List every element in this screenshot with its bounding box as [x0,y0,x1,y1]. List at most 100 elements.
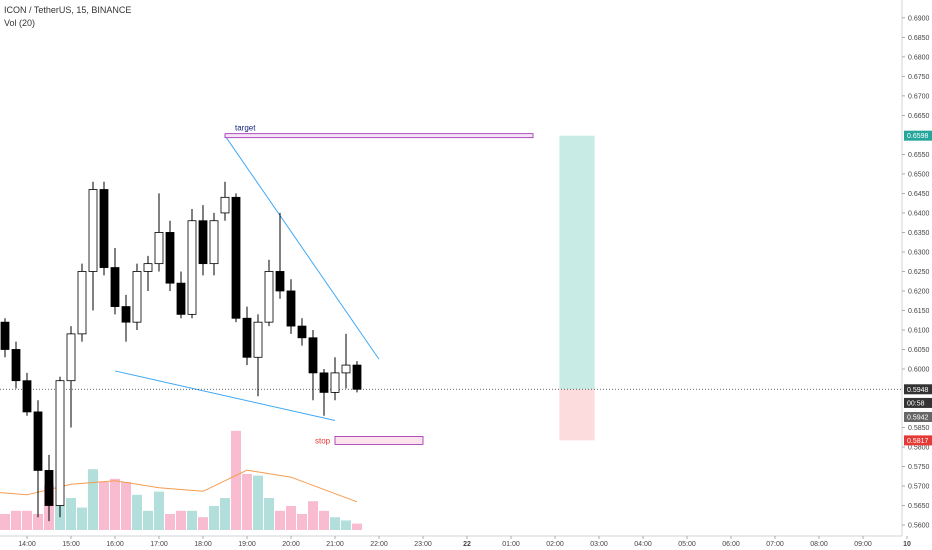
stop-price-tag-label: 0.5817 [907,438,929,445]
volume-bar [33,514,43,530]
price-tick-label: 0.6850 [908,35,930,42]
volume-bar [341,520,351,530]
time-tick-label: 06:00 [722,541,740,548]
candle-body [176,282,186,315]
position-zones [559,135,595,441]
chart-title: ICON / TetherUS, 15, BINANCE [4,5,132,15]
candle-body [110,267,120,307]
volume-bar [352,523,362,530]
last-close-tag [904,411,932,422]
countdown-tag-label: 00:58 [907,400,925,407]
volume-bar [231,430,241,530]
volume-bar [0,514,10,530]
time-tick-label: 03:00 [590,541,608,548]
last-close-tag-label: 0.5942 [907,414,929,421]
time-axis: 14:00 15:00 16:00 17:00 18:00 19:00 20:00 21:00… [0,535,911,548]
target-box [224,133,534,139]
price-tick-label: 0.6300 [908,249,930,256]
volume-ma [0,469,358,503]
time-tick-label: 23:00 [414,541,432,548]
candle-body [154,232,164,265]
price-tick-label: 0.6100 [908,327,930,334]
time-tick-label: 16:00 [106,541,124,548]
candle-body [33,411,43,471]
candle-body [330,372,340,393]
volume-ma-line [0,469,358,503]
price-tick-label: 0.6700 [908,93,930,100]
candle-body [77,271,87,335]
candle-body [275,271,285,292]
time-tick-label: 04:00 [634,541,652,548]
candle-body [55,380,65,506]
candle-body [264,271,274,323]
loss-zone [559,389,595,441]
price-tick-label: 0.5700 [908,484,930,491]
candle-body [143,263,153,272]
candle-body [99,189,109,268]
current-price-tag-label: 0.5948 [907,387,929,394]
price-tick-label: 0.6900 [908,15,930,22]
candle-body [88,189,98,272]
time-tick-label: 17:00 [150,541,168,548]
price-tick-label: 0.5750 [908,464,930,471]
volume-bar [121,482,131,530]
annotations: target stop [224,124,534,445]
stop-label: stop [315,436,331,445]
candle-body [297,325,307,339]
price-tick-label: 0.6250 [908,269,930,276]
volume-bar [253,475,263,530]
candle-body [165,232,175,284]
time-tick-label: 09:00 [854,541,872,548]
volume-bar [220,498,230,530]
candle-body [66,333,76,382]
volume-bar [132,494,142,530]
price-tick-label: 0.6500 [908,171,930,178]
candle-body [319,372,329,393]
time-tick-label: 10 [903,541,911,548]
time-tick-label: 22:00 [370,541,388,548]
volume-bar [297,514,307,530]
candle-body [0,321,10,350]
volume-bar [275,510,285,530]
stop-box [334,435,424,445]
volume-bar [55,506,65,530]
time-tick-label: 14:00 [18,541,36,548]
volume-bar [88,469,98,530]
price-axis: 0.6900 0.6850 0.6800 0.6750 0.6700 0.6650 0.65… [901,0,932,536]
price-tick-label: 0.5600 [908,523,930,530]
price-tick-label: 0.6800 [908,54,930,61]
volume-bar [110,478,120,530]
time-tick-label: 18:00 [194,541,212,548]
stop-price-tag [904,435,932,446]
price-tick-label: 0.6550 [908,152,930,159]
volume-bar [187,510,197,530]
candle-body [352,364,362,390]
candle-body [121,306,131,323]
candle-body [198,220,208,265]
volume-bar [176,510,186,530]
time-tick-label: 21:00 [326,541,344,548]
candle-body [132,271,142,323]
price-tick-label: 0.6450 [908,191,930,198]
volume-indicator-label: Vol (20) [4,18,36,28]
price-tick-label: 0.5650 [908,503,930,510]
time-tick-label: 07:00 [766,541,784,548]
price-tick-label: 0.5800 [908,445,930,452]
volume-bar [308,501,318,530]
volume-bar [154,491,164,530]
price-tick-label: 0.6000 [908,366,930,373]
price-tick-label: 0.6400 [908,210,930,217]
price-tick-label: 0.6050 [908,347,930,354]
volume-bar [99,482,109,530]
volume-bar [286,506,296,530]
countdown-tag [904,397,932,408]
volume-bar [165,514,175,530]
volume-bar [209,506,219,530]
candle-body [242,317,252,358]
candles [0,181,362,522]
current-price-tag [904,384,932,395]
price-tick-label: 0.6650 [908,113,930,120]
time-tick-label: 05:00 [678,541,696,548]
time-tick-label: 19:00 [238,541,256,548]
